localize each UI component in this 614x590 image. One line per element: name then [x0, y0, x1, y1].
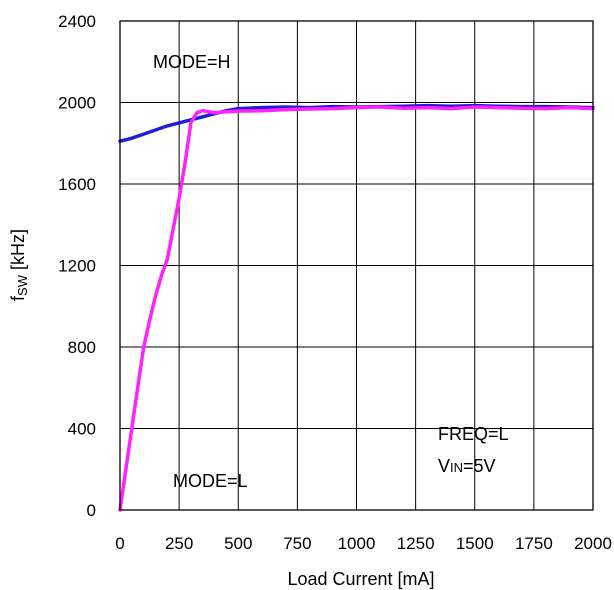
- vin-annotation-rest: =5V: [463, 456, 496, 476]
- vin-annotation-sub: IN: [450, 460, 463, 475]
- series-line-2: [118, 105, 595, 512]
- y-tick-label: 2400: [58, 12, 96, 31]
- x-tick-label: 1250: [397, 534, 435, 553]
- y-tick-label: 1200: [58, 257, 96, 276]
- x-axis-label: Load Current [mA]: [287, 569, 434, 589]
- mode-l-annotation: MODE=L: [173, 471, 248, 491]
- vin-annotation-main: V: [438, 456, 450, 476]
- y-tick-label: 1600: [58, 175, 96, 194]
- y-tick-label: 0: [87, 501, 96, 520]
- y-tick-label: 400: [68, 420, 96, 439]
- freq-annotation: FREQ=L: [438, 424, 509, 444]
- mode-h-annotation: MODE=H: [153, 52, 231, 72]
- y-tick-labels: 0 400 800 1200 1600 2000 2400: [58, 12, 96, 520]
- y-axis-label-main: f: [8, 295, 28, 301]
- x-tick-label: 750: [283, 534, 311, 553]
- x-tick-label: 0: [115, 534, 124, 553]
- vin-annotation: VIN=5V: [438, 456, 496, 476]
- plot-frame: [119, 20, 594, 511]
- y-tick-label: 800: [68, 338, 96, 357]
- y-axis-label: fSW [kHz]: [8, 229, 30, 301]
- y-axis-label-unit: [kHz]: [8, 229, 28, 275]
- x-tick-label: 250: [165, 534, 193, 553]
- series-lines: [118, 103, 595, 512]
- grid-lines: [119, 20, 594, 511]
- y-tick-label: 2000: [58, 94, 96, 113]
- x-tick-label: 500: [224, 534, 252, 553]
- y-axis-label-sub: SW: [15, 274, 30, 296]
- x-tick-labels: 0 250 500 750 1000 1250 1500 1750 2000: [115, 534, 612, 553]
- x-tick-label: 1000: [338, 534, 376, 553]
- x-tick-label: 2000: [574, 534, 612, 553]
- x-tick-label: 1750: [515, 534, 553, 553]
- x-tick-label: 1500: [456, 534, 494, 553]
